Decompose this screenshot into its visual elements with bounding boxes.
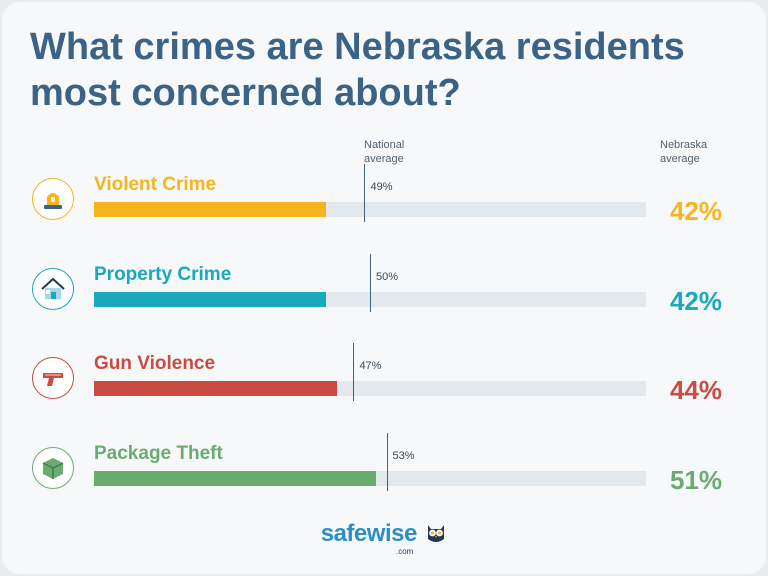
safewise-logo: safewise .com xyxy=(0,520,768,556)
bar-track xyxy=(94,202,646,217)
bar-track xyxy=(94,381,646,396)
nebraska-bar xyxy=(94,292,326,307)
bar-row: Package Theft 53% 51% xyxy=(0,433,768,521)
national-average-label: 50% xyxy=(376,271,399,283)
category-label: Package Theft xyxy=(94,443,223,464)
package-icon xyxy=(32,447,74,489)
bar-track xyxy=(94,471,646,486)
national-average-header: National average xyxy=(364,139,405,165)
siren-icon xyxy=(32,178,74,220)
national-average-marker xyxy=(370,254,371,312)
house-icon xyxy=(32,268,74,310)
chart-title: What crimes are Nebraska residents most … xyxy=(30,26,685,114)
national-average-marker xyxy=(364,164,366,222)
gun-icon xyxy=(32,357,74,399)
nebraska-value-label: 42% xyxy=(669,196,722,226)
category-label: Violent Crime xyxy=(94,174,217,195)
logo-suffix: .com xyxy=(396,547,414,556)
bar-row: Property Crime 50% 42% xyxy=(0,254,768,342)
category-label: Gun Violence xyxy=(94,353,216,374)
category-label: Property Crime xyxy=(94,264,232,285)
bar-row: Gun Violence 47% 44% xyxy=(0,343,768,431)
nebraska-bar xyxy=(94,202,326,217)
nebraska-value-label: 44% xyxy=(669,375,722,405)
nebraska-average-header: Nebraska average xyxy=(660,139,708,165)
nebraska-bar xyxy=(94,471,376,486)
nebraska-value-label: 51% xyxy=(669,465,722,495)
national-average-marker xyxy=(386,433,388,491)
logo-text: safewise xyxy=(320,520,418,547)
bar-row: Violent Crime 49% 42% xyxy=(0,164,768,252)
national-average-marker xyxy=(353,343,355,401)
nebraska-bar xyxy=(94,381,337,396)
national-average-label: 47% xyxy=(359,360,382,372)
national-average-label: 53% xyxy=(392,450,415,462)
owl-icon xyxy=(428,525,445,542)
national-average-label: 49% xyxy=(370,181,393,193)
nebraska-value-label: 42% xyxy=(669,286,722,316)
